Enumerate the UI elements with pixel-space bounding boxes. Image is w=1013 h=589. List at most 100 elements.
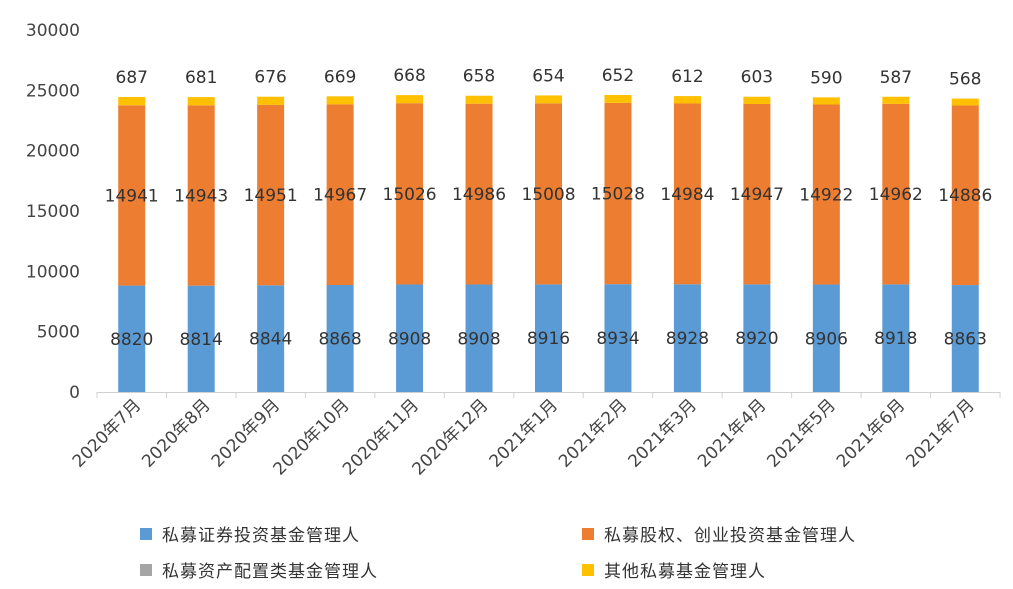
bar-equity: [951, 105, 979, 286]
data-label-other: 658: [463, 67, 495, 87]
x-tick-label: 2021年5月: [763, 395, 839, 471]
bar-securities: [604, 284, 632, 392]
data-label-other: 590: [810, 68, 842, 88]
data-label-securities: 8820: [110, 330, 153, 350]
bar-securities: [743, 284, 771, 392]
bar-equity: [743, 104, 771, 285]
bar-other: [535, 95, 562, 104]
data-label-other: 587: [880, 68, 912, 88]
bar-equity: [535, 103, 562, 285]
bar-other: [812, 97, 840, 105]
data-label-other: 612: [671, 67, 703, 87]
y-tick-label: 0: [69, 383, 80, 403]
bar-securities: [465, 284, 493, 392]
x-tick-label: 2020年8月: [138, 395, 214, 471]
bar-equity: [465, 103, 493, 285]
bar-other: [743, 96, 771, 105]
data-label-equity: 15028: [591, 185, 645, 205]
data-label-other: 676: [254, 68, 286, 88]
x-tick-label: 2021年3月: [625, 395, 701, 471]
bar-other: [257, 96, 285, 105]
x-tick-label: 2021年1月: [486, 395, 562, 471]
y-tick-label: 25000: [26, 81, 80, 101]
bar-other: [951, 98, 979, 106]
data-label-securities: 8863: [944, 330, 987, 350]
data-label-equity: 15026: [383, 185, 437, 205]
data-label-equity: 14941: [105, 186, 159, 206]
y-tick-label: 5000: [37, 323, 80, 343]
bar-other: [187, 97, 215, 106]
bar-other: [465, 95, 493, 104]
x-tick-label: 2020年9月: [208, 395, 284, 471]
y-tick-label: 10000: [26, 262, 80, 282]
bar-other: [396, 95, 424, 104]
data-label-other: 687: [116, 68, 148, 88]
data-label-securities: 8918: [874, 329, 917, 349]
bar-equity: [257, 104, 285, 286]
data-label-other: 652: [602, 66, 634, 86]
bar-other: [604, 94, 632, 103]
y-axis: 0 5000 10000 15000 20000 25000 30000: [26, 21, 80, 403]
bar-securities: [535, 284, 562, 392]
x-tick-label: 2020年7月: [69, 395, 145, 471]
data-label-securities: 8934: [596, 329, 639, 349]
bar-securities: [951, 285, 979, 392]
y-tick-label: 20000: [26, 142, 80, 162]
x-tick-label: 2021年4月: [694, 395, 770, 471]
bar-equity: [326, 104, 354, 285]
bar-securities: [396, 284, 424, 392]
bar-other: [118, 96, 146, 106]
data-label-securities: 8916: [527, 329, 570, 349]
bar-equity: [118, 105, 146, 286]
bar-securities: [257, 285, 285, 392]
x-tick-label: 2021年2月: [555, 395, 631, 471]
data-label-equity: 14947: [730, 185, 784, 205]
data-label-other: 668: [393, 66, 425, 86]
data-label-other: 654: [532, 66, 564, 86]
data-label-securities: 8868: [318, 329, 361, 349]
bar-securities: [882, 284, 910, 392]
x-axis: 2020年7月2020年8月2020年9月2020年10月2020年11月202…: [69, 392, 1001, 479]
data-label-other: 568: [949, 70, 981, 90]
bar-equity: [882, 103, 910, 285]
data-label-securities: 8920: [735, 329, 778, 349]
bar-equity: [673, 103, 701, 285]
bar-securities: [326, 284, 354, 392]
x-tick-label: 2021年6月: [833, 395, 909, 471]
bar-equity: [396, 103, 424, 285]
data-label-other: 669: [324, 67, 356, 87]
bar-equity: [812, 104, 840, 285]
data-label-equity: 14962: [869, 185, 923, 205]
data-label-equity: 14984: [660, 185, 714, 205]
data-label-equity: 14886: [938, 186, 992, 206]
data-label-equity: 14951: [244, 186, 298, 206]
bar-other: [326, 96, 354, 105]
data-label-securities: 8908: [388, 329, 431, 349]
bar-other: [673, 96, 701, 104]
y-tick-label: 30000: [26, 21, 80, 41]
data-label-securities: 8928: [666, 329, 709, 349]
data-label-securities: 8908: [457, 329, 500, 349]
bars: 8820 14941 687 8814 14943 681 8844 14951 676 8868…: [105, 66, 992, 392]
bar-equity: [604, 102, 632, 285]
data-label-other: 681: [185, 68, 217, 88]
bar-securities: [187, 285, 215, 392]
data-label-equity: 14943: [174, 186, 228, 206]
y-tick-label: 15000: [26, 202, 80, 222]
data-label-other: 603: [741, 68, 773, 88]
bar-equity: [187, 105, 215, 286]
bar-securities: [812, 284, 840, 392]
data-label-equity: 14922: [799, 186, 853, 206]
bar-securities: [118, 285, 146, 392]
data-label-securities: 8814: [180, 330, 223, 350]
data-label-securities: 8844: [249, 330, 292, 350]
data-label-securities: 8906: [805, 329, 848, 349]
bar-other: [882, 96, 910, 104]
x-tick-label: 2021年7月: [902, 395, 978, 471]
data-label-equity: 15008: [521, 185, 575, 205]
bar-securities: [673, 284, 701, 392]
data-label-equity: 14967: [313, 186, 367, 206]
data-label-equity: 14986: [452, 185, 506, 205]
